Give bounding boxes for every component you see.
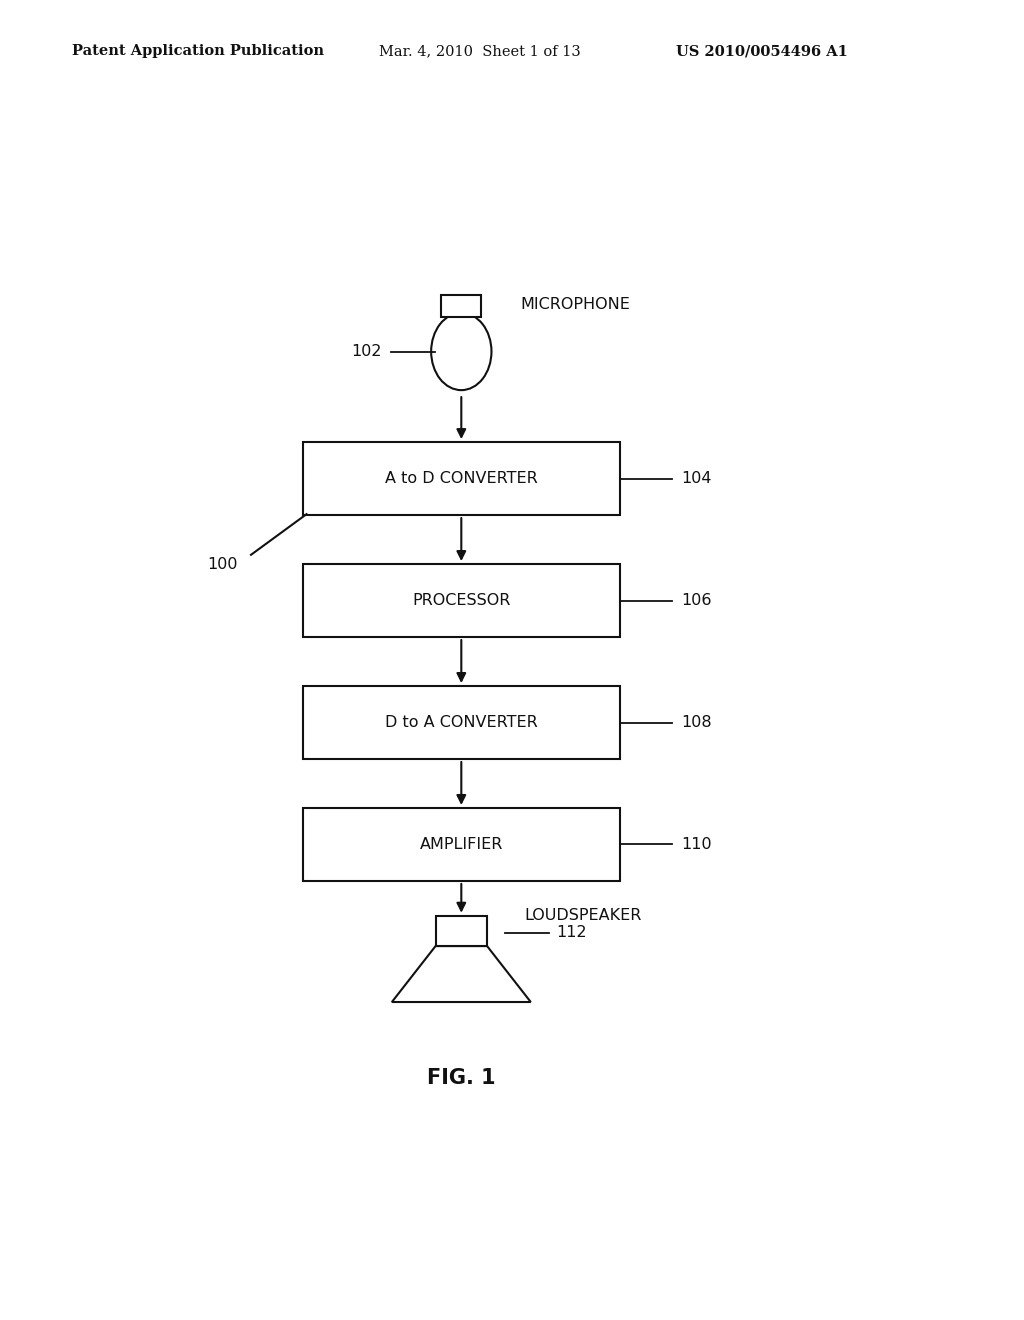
Text: LOUDSPEAKER: LOUDSPEAKER — [524, 908, 642, 923]
Text: PROCESSOR: PROCESSOR — [412, 593, 511, 609]
FancyBboxPatch shape — [303, 564, 620, 638]
Text: 110: 110 — [681, 837, 712, 851]
Text: AMPLIFIER: AMPLIFIER — [420, 837, 503, 851]
Text: 112: 112 — [557, 925, 587, 940]
Text: Patent Application Publication: Patent Application Publication — [72, 45, 324, 58]
FancyBboxPatch shape — [441, 294, 481, 317]
FancyBboxPatch shape — [303, 442, 620, 515]
Text: 100: 100 — [207, 557, 238, 573]
Text: 104: 104 — [681, 471, 712, 486]
Text: D to A CONVERTER: D to A CONVERTER — [385, 715, 538, 730]
Text: A to D CONVERTER: A to D CONVERTER — [385, 471, 538, 486]
Text: 108: 108 — [681, 715, 712, 730]
FancyBboxPatch shape — [303, 808, 620, 880]
Text: MICROPHONE: MICROPHONE — [521, 297, 631, 313]
FancyBboxPatch shape — [303, 686, 620, 759]
Text: 102: 102 — [351, 345, 382, 359]
Polygon shape — [392, 946, 530, 1002]
Text: US 2010/0054496 A1: US 2010/0054496 A1 — [676, 45, 848, 58]
Text: 106: 106 — [681, 593, 712, 609]
Text: Mar. 4, 2010  Sheet 1 of 13: Mar. 4, 2010 Sheet 1 of 13 — [379, 45, 581, 58]
Circle shape — [431, 313, 492, 391]
FancyBboxPatch shape — [435, 916, 487, 946]
Text: FIG. 1: FIG. 1 — [427, 1068, 496, 1088]
